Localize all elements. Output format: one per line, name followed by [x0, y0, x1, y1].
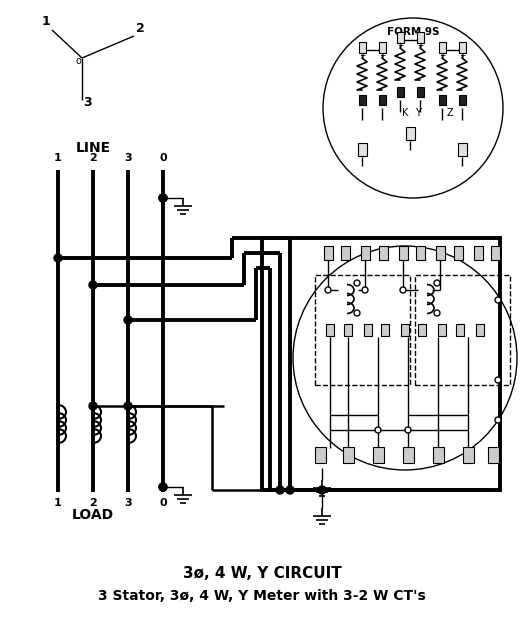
Text: +: + [379, 51, 385, 60]
Circle shape [124, 402, 132, 410]
Bar [438, 324, 446, 336]
Bar [459, 95, 466, 105]
Bar [474, 246, 483, 260]
Bar [358, 143, 367, 156]
Bar [373, 447, 384, 463]
Bar [326, 324, 334, 336]
Text: 2: 2 [136, 22, 145, 35]
Circle shape [434, 310, 440, 316]
Circle shape [276, 486, 284, 494]
Circle shape [159, 194, 167, 202]
Circle shape [400, 287, 406, 293]
Bar [379, 42, 386, 53]
Bar [417, 32, 424, 43]
Bar [359, 95, 366, 105]
Circle shape [318, 486, 326, 494]
Circle shape [89, 402, 97, 410]
Text: K: K [402, 108, 408, 118]
Text: +: + [417, 41, 423, 51]
Bar [399, 246, 408, 260]
Bar [418, 324, 426, 336]
Circle shape [495, 377, 501, 383]
Bar [397, 87, 404, 97]
Bar [476, 324, 484, 336]
Bar [359, 42, 366, 53]
Bar [397, 32, 404, 43]
Circle shape [434, 280, 440, 286]
Bar [401, 324, 409, 336]
Circle shape [354, 280, 360, 286]
Circle shape [159, 483, 167, 491]
Bar [436, 246, 445, 260]
Bar [433, 447, 444, 463]
Bar [379, 95, 386, 105]
Bar [364, 324, 372, 336]
Text: Y: Y [415, 108, 421, 118]
Bar [406, 127, 415, 140]
Bar [491, 246, 500, 260]
Text: LOAD: LOAD [72, 508, 114, 522]
Bar [416, 246, 425, 260]
Circle shape [362, 287, 368, 293]
Text: +: + [397, 41, 403, 51]
Bar [343, 447, 354, 463]
Circle shape [89, 281, 97, 289]
Bar [488, 447, 499, 463]
Circle shape [495, 417, 501, 423]
Bar [415, 275, 510, 385]
Bar [459, 42, 466, 53]
Text: 1: 1 [41, 15, 50, 28]
Circle shape [495, 297, 501, 303]
Text: 2: 2 [89, 153, 97, 163]
Text: 3: 3 [124, 498, 132, 508]
Bar [379, 246, 388, 260]
Text: +: + [359, 51, 365, 60]
Text: 3: 3 [124, 153, 132, 163]
Bar [324, 246, 333, 260]
Circle shape [286, 486, 294, 494]
Bar [417, 87, 424, 97]
Bar [315, 447, 326, 463]
Bar [454, 246, 463, 260]
Text: 3ø, 4 W, Y CIRCUIT: 3ø, 4 W, Y CIRCUIT [183, 567, 341, 581]
Text: o: o [75, 56, 81, 66]
Circle shape [405, 427, 411, 433]
Text: Z: Z [446, 108, 453, 118]
Bar [381, 324, 389, 336]
Circle shape [159, 194, 167, 202]
Bar [344, 324, 352, 336]
Text: 3: 3 [83, 96, 91, 109]
Text: 3 Stator, 3ø, 4 W, Y Meter with 3-2 W CT's: 3 Stator, 3ø, 4 W, Y Meter with 3-2 W CT… [98, 589, 426, 603]
Text: +: + [439, 51, 445, 60]
Circle shape [54, 254, 62, 262]
Bar [463, 447, 474, 463]
Text: LINE: LINE [75, 141, 111, 155]
Circle shape [375, 427, 381, 433]
Text: 1: 1 [54, 498, 62, 508]
Text: FORM 9S: FORM 9S [387, 27, 439, 37]
Bar [439, 42, 446, 53]
Bar [262, 238, 500, 490]
Text: 0: 0 [159, 498, 167, 508]
Circle shape [159, 483, 167, 491]
Bar [315, 275, 410, 385]
Text: +: + [459, 51, 465, 60]
Bar [341, 246, 350, 260]
Bar [361, 246, 370, 260]
Circle shape [354, 310, 360, 316]
Bar [456, 324, 464, 336]
Circle shape [124, 316, 132, 324]
Circle shape [325, 287, 331, 293]
Text: 2: 2 [89, 498, 97, 508]
Bar [403, 447, 414, 463]
Bar [439, 95, 446, 105]
Text: 1: 1 [54, 153, 62, 163]
Bar [458, 143, 467, 156]
Text: 0: 0 [159, 153, 167, 163]
